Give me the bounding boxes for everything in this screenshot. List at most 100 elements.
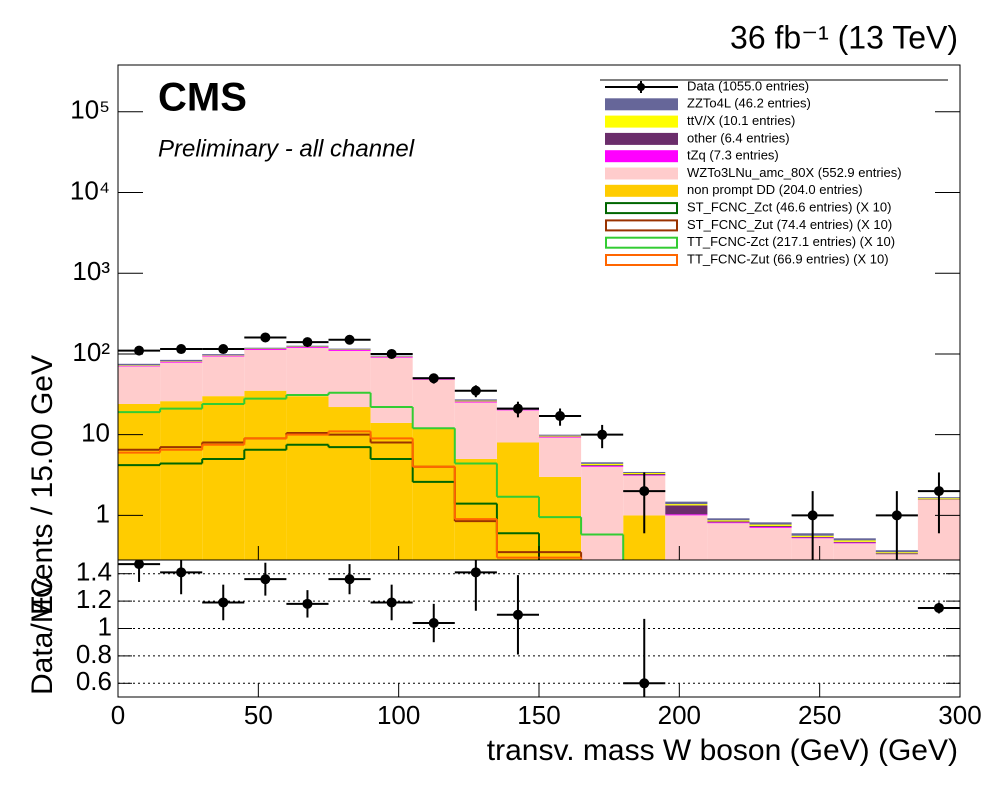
data-point — [134, 560, 145, 570]
ratio-frame — [117, 559, 961, 698]
stack-bar — [412, 428, 455, 560]
data-point — [597, 429, 608, 440]
legend-swatch — [605, 254, 678, 266]
legend-swatch — [605, 150, 678, 163]
x-tick-label: 200 — [658, 700, 701, 730]
stack-bar — [454, 402, 497, 459]
x-tick-label: 50 — [244, 700, 273, 730]
data-point — [386, 348, 397, 359]
stack-bar — [160, 362, 203, 402]
legend-swatch — [605, 115, 678, 128]
legend-label: other (6.4 entries) — [687, 130, 790, 145]
data-point — [470, 567, 481, 578]
cms-label: CMS — [158, 76, 247, 120]
stack-bar — [118, 403, 161, 560]
upper-plot — [118, 332, 960, 560]
stack-bar — [286, 396, 329, 560]
legend-swatch — [605, 167, 678, 180]
y-tick-label: 0.6 — [76, 666, 112, 696]
stack-bar — [244, 349, 287, 391]
stack-bar — [539, 435, 582, 437]
stack-bar — [160, 401, 203, 560]
legend-swatch — [605, 184, 678, 197]
legend-label: WZTo3LNu_amc_80X (552.9 entries) — [687, 165, 902, 180]
legend-swatch — [605, 98, 678, 111]
y-tick-label: 10 — [81, 418, 110, 448]
legend-label: ST_FCNC_Zut (74.4 entries) (X 10) — [687, 217, 892, 232]
stack-bar — [707, 521, 750, 523]
ratio-y-axis-title: Data/MC — [26, 577, 59, 695]
x-tick-label: 300 — [938, 700, 981, 730]
stack-bar — [665, 514, 708, 516]
stack-bar — [581, 463, 624, 466]
legend-label: Data (1055.0 entries) — [687, 78, 809, 93]
stack-bar — [749, 526, 792, 528]
stack-bar — [581, 465, 624, 466]
stack-bar — [118, 366, 161, 404]
stack-bar — [749, 524, 792, 526]
data-point — [933, 486, 944, 497]
data-point — [344, 334, 355, 345]
stack-bar — [202, 356, 245, 397]
stack-bar — [454, 399, 497, 401]
stack-bar — [454, 400, 497, 402]
stack-bar — [833, 543, 876, 560]
data-point — [555, 411, 566, 422]
data-point — [512, 609, 523, 620]
legend-swatch — [605, 236, 678, 249]
stack-bar — [833, 542, 876, 544]
stack-bar — [370, 422, 413, 560]
stack-bar — [665, 501, 708, 505]
data-point — [428, 618, 439, 629]
stack-bar — [496, 442, 539, 560]
chart-title: 36 fb⁻¹ (13 TeV) — [730, 19, 958, 55]
x-tick-label: 150 — [517, 700, 560, 730]
y-tick-label: 1 — [96, 498, 110, 528]
x-tick-label: 0 — [111, 700, 125, 730]
stack-bar — [749, 527, 792, 560]
y-tick-label: 10² — [72, 337, 110, 367]
stack-bar — [539, 434, 582, 436]
data-point — [386, 597, 397, 608]
legend-label: non prompt DD (204.0 entries) — [687, 182, 863, 197]
stack-bar — [328, 407, 371, 560]
legend-label: ZZTo4L (46.2 entries) — [687, 96, 811, 111]
stack-bar — [665, 504, 708, 506]
stack-bar — [707, 518, 750, 521]
stack-bar — [244, 347, 287, 349]
y-tick-label: 1 — [98, 611, 112, 641]
stack-bar — [539, 476, 582, 560]
stack-bar — [118, 363, 161, 366]
stack-bar — [328, 350, 371, 408]
data-point — [302, 598, 313, 609]
legend-label: TT_FCNC-Zut (66.9 entries) (X 10) — [687, 251, 889, 266]
legend-label: TT_FCNC-Zct (217.1 entries) (X 10) — [687, 234, 895, 249]
stack-bar — [412, 379, 455, 429]
stack-bar — [581, 462, 624, 464]
data-point — [218, 597, 229, 608]
x-axis-title: transv. mass W boson (GeV) (GeV) — [487, 734, 958, 767]
data-point — [807, 510, 818, 521]
stack-bar — [749, 525, 792, 527]
data-point — [260, 332, 271, 343]
stack-bar — [328, 349, 371, 351]
stack-bar — [833, 538, 876, 541]
y-tick-label: 10³ — [72, 256, 110, 286]
stack-bar — [286, 346, 329, 348]
y-axis-title: Events / 15.00 GeV — [26, 355, 59, 615]
y-tick-label: 1.4 — [76, 557, 112, 587]
stack-bar — [244, 390, 287, 560]
stack-bar — [328, 348, 371, 350]
stack-bar — [833, 541, 876, 543]
stack-bar — [707, 523, 750, 560]
stack-bar — [244, 349, 287, 350]
stack-bar — [749, 522, 792, 525]
legend-swatch — [605, 202, 678, 215]
legend-label: ST_FCNC_Zct (46.6 entries) (X 10) — [687, 200, 891, 215]
data-point — [260, 574, 271, 585]
data-point — [512, 403, 523, 414]
ratio-plot — [118, 560, 960, 697]
stack-bar — [286, 347, 329, 397]
